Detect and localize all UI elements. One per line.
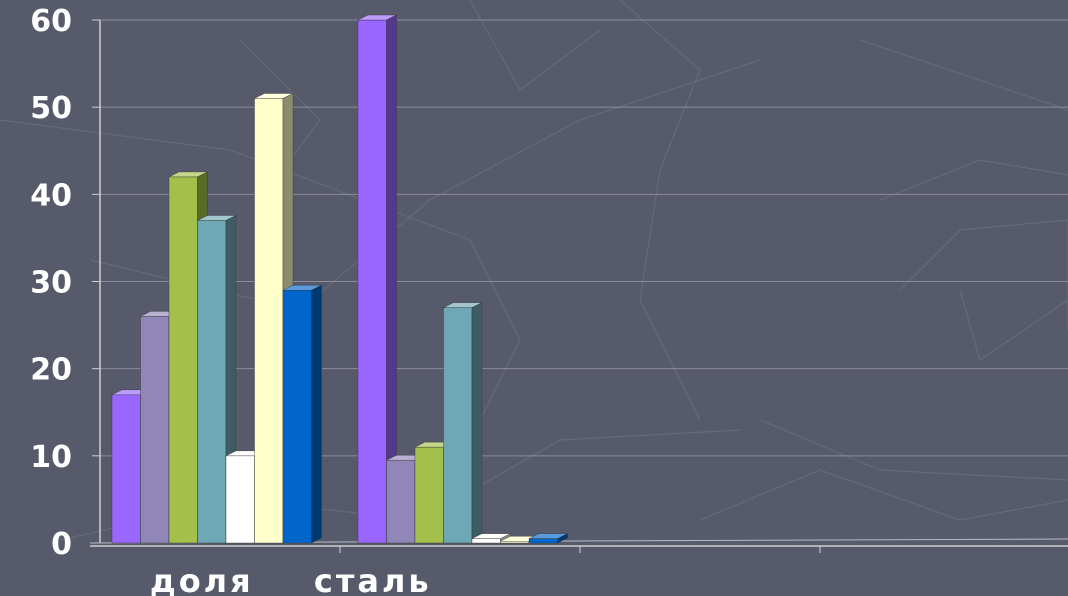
bar-front <box>282 290 312 544</box>
bar-side <box>471 302 483 544</box>
x-category-label: доля <box>150 562 254 596</box>
y-tick-label: 50 <box>30 91 72 126</box>
background-line <box>879 159 1068 201</box>
bar-front <box>443 307 473 544</box>
bar-front <box>111 394 141 544</box>
bar-side <box>311 284 322 544</box>
bar <box>254 93 294 544</box>
background-line <box>0 119 521 421</box>
y-tick-label: 40 <box>30 178 72 213</box>
bar-front <box>225 455 255 544</box>
background-line <box>699 469 1068 521</box>
bar <box>443 302 483 544</box>
background-line <box>859 39 1068 111</box>
y-tick-label: 20 <box>30 353 72 388</box>
y-tick-label: 30 <box>30 266 72 301</box>
y-tick-label: 0 <box>51 527 72 562</box>
bar-front <box>168 176 198 544</box>
bar-front <box>414 446 444 544</box>
y-tick-label: 10 <box>30 440 72 475</box>
background-line <box>619 0 701 421</box>
bar-side <box>557 533 568 544</box>
background-line <box>469 0 601 91</box>
bar-front <box>471 538 501 544</box>
bar-front <box>528 538 558 544</box>
y-tick-label: 60 <box>30 4 72 39</box>
bar-front <box>357 19 387 544</box>
bar-front <box>140 316 170 544</box>
bar <box>528 533 568 544</box>
background-line <box>759 419 1068 481</box>
x-category-label: сталь <box>314 562 432 596</box>
bar-front <box>254 98 284 544</box>
background-line <box>899 219 1068 330</box>
bar <box>357 14 397 544</box>
background-line <box>959 289 1068 361</box>
bar <box>282 284 322 544</box>
bar-front <box>386 459 416 544</box>
bar-front <box>500 541 530 544</box>
bar-front <box>197 220 227 544</box>
bar <box>197 215 237 544</box>
